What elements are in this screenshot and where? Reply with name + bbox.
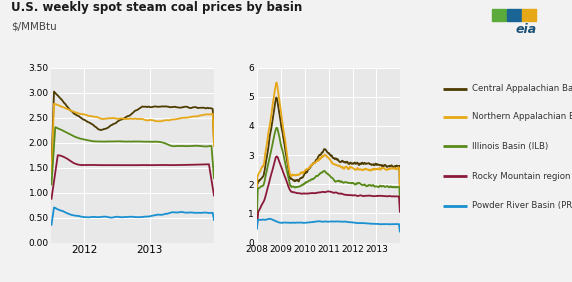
Text: Powder River Basin (PRB): Powder River Basin (PRB) [472,201,572,210]
Text: $/MMBtu: $/MMBtu [11,21,57,31]
Bar [522,9,536,21]
Text: Illinois Basin (ILB): Illinois Basin (ILB) [472,142,549,151]
Text: Rocky Mountain region: Rocky Mountain region [472,171,571,180]
Text: U.S. weekly spot steam coal prices by basin: U.S. weekly spot steam coal prices by ba… [11,1,303,14]
Text: Central Appalachian Basin (CAPP): Central Appalachian Basin (CAPP) [472,84,572,93]
Bar [492,9,506,21]
Text: eia: eia [516,23,537,36]
Bar [507,9,521,21]
Text: Northern Appalachian Basin (NAPP): Northern Appalachian Basin (NAPP) [472,112,572,121]
